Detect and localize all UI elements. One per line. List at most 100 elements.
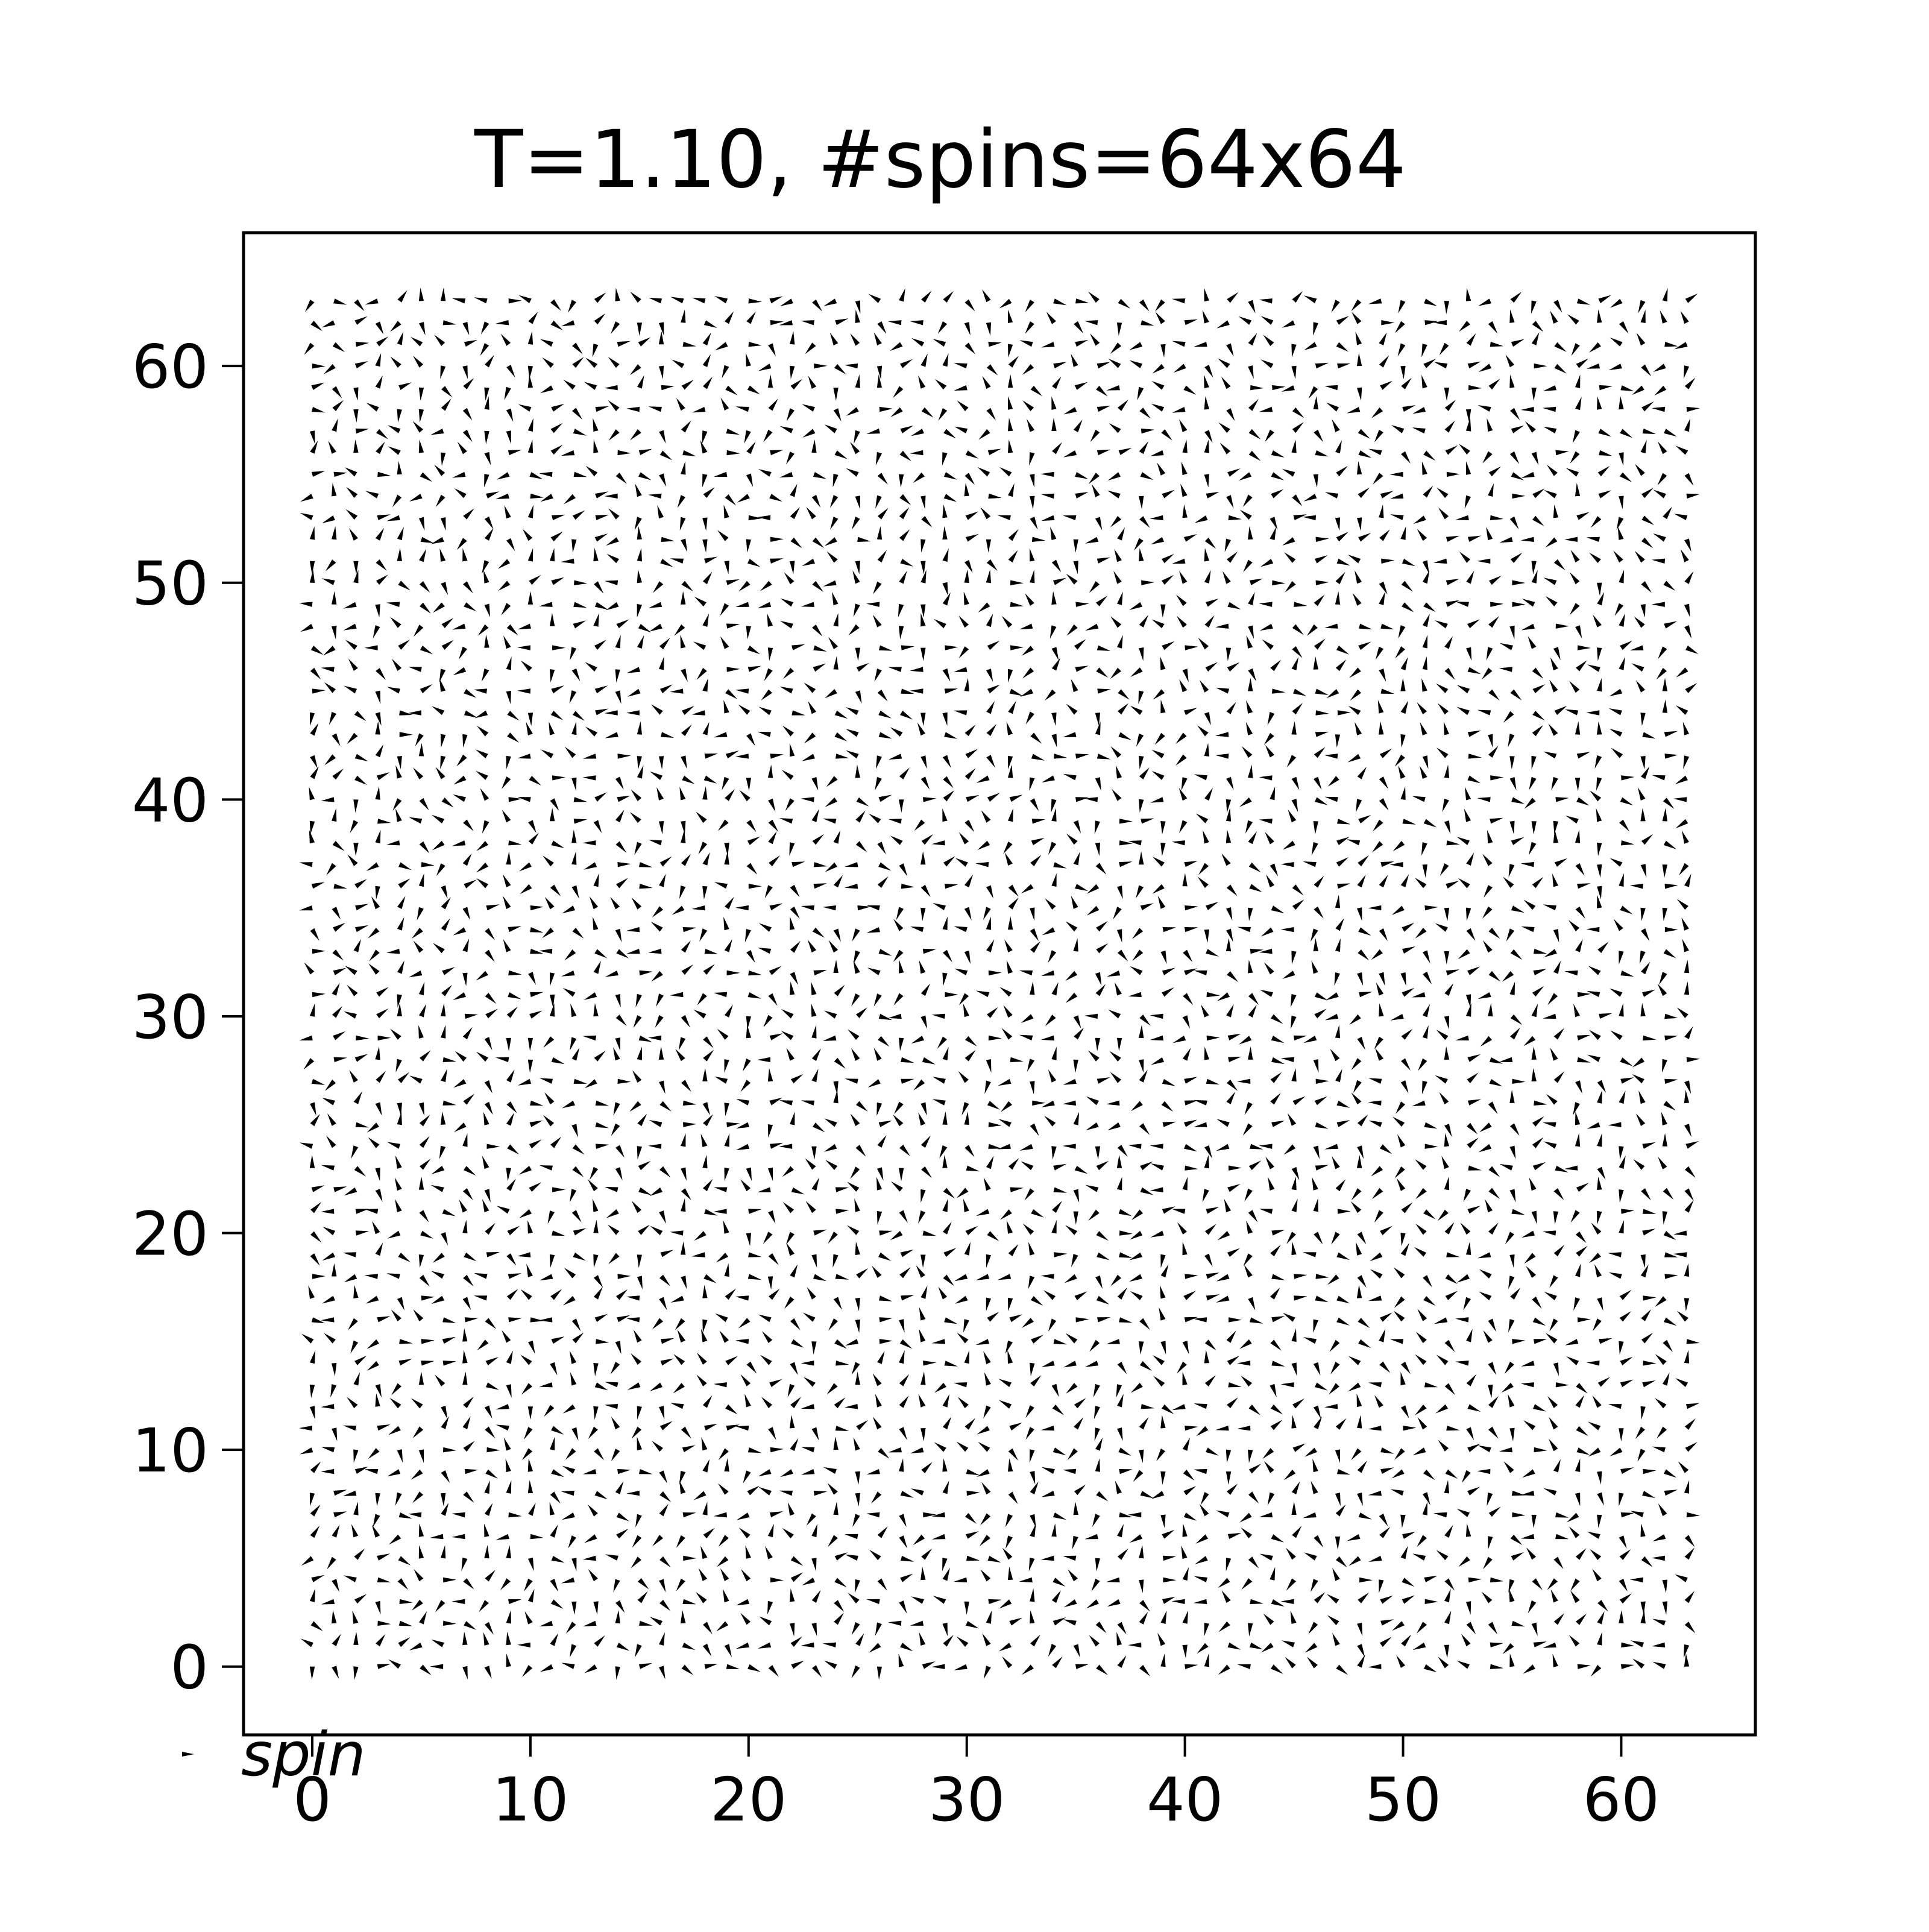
spin-arrow xyxy=(1134,538,1144,551)
spin-arrow xyxy=(1424,1575,1438,1582)
spin-arrow xyxy=(1488,1003,1493,1017)
spin-arrow xyxy=(1194,970,1207,976)
spin-arrow xyxy=(596,1339,609,1344)
spin-arrow xyxy=(1118,703,1128,715)
spin-arrow xyxy=(1260,927,1274,937)
spin-arrow xyxy=(659,1101,672,1112)
spin-arrow xyxy=(354,1355,367,1365)
spin-arrow xyxy=(353,1631,359,1645)
spin-arrow xyxy=(942,1623,948,1637)
spin-arrow xyxy=(1402,558,1415,567)
y-tick-label: 30 xyxy=(132,982,209,1053)
spin-arrow xyxy=(1228,1382,1242,1388)
spin-arrow xyxy=(828,940,839,953)
spin-arrow xyxy=(595,708,609,716)
spin-arrow xyxy=(1183,1291,1196,1300)
spin-arrow xyxy=(1025,593,1034,606)
spin-arrow xyxy=(1117,527,1125,541)
spin-arrow xyxy=(550,884,561,896)
spin-arrow xyxy=(1640,808,1646,822)
spin-arrow xyxy=(702,430,708,444)
y-tick-label: 10 xyxy=(132,1415,209,1486)
spin-arrow xyxy=(1306,624,1318,636)
spin-arrow xyxy=(1664,1013,1678,1019)
spin-arrow xyxy=(1619,321,1629,334)
spin-arrow xyxy=(1073,820,1081,834)
spin-arrow xyxy=(1221,1590,1231,1603)
spin-arrow xyxy=(442,1057,456,1062)
spin-arrow xyxy=(1546,1093,1558,1105)
spin-arrow xyxy=(441,798,454,808)
spin-arrow xyxy=(588,1569,598,1582)
spin-arrow xyxy=(1401,1202,1413,1213)
spin-arrow xyxy=(522,1448,533,1461)
spin-arrow xyxy=(1420,722,1427,735)
spin-arrow xyxy=(944,1361,958,1367)
spin-arrow xyxy=(853,1437,860,1451)
spin-arrow xyxy=(1221,853,1231,866)
spin-arrow xyxy=(1029,1449,1035,1463)
spin-arrow xyxy=(1184,1144,1197,1152)
spin-arrow xyxy=(517,797,531,802)
spin-arrow xyxy=(521,1383,532,1395)
spin-arrow xyxy=(353,1091,362,1104)
spin-arrow xyxy=(395,1059,402,1072)
spin-arrow xyxy=(1088,473,1100,484)
spin-arrow xyxy=(913,1079,925,1090)
spin-arrow xyxy=(1619,1003,1624,1017)
spin-arrow xyxy=(1219,442,1231,455)
spin-arrow xyxy=(920,613,926,627)
spin-arrow xyxy=(1591,1222,1602,1235)
spin-arrow xyxy=(1630,645,1644,650)
spin-arrow xyxy=(1375,1048,1384,1061)
spin-arrow xyxy=(464,1621,477,1630)
spin-arrow xyxy=(1152,1355,1165,1365)
spin-arrow xyxy=(1073,1644,1080,1658)
spin-arrow xyxy=(332,983,340,996)
spin-arrow xyxy=(1218,422,1230,433)
spin-arrow xyxy=(1095,1275,1103,1289)
spin-arrow xyxy=(1357,1654,1365,1668)
spin-arrow xyxy=(1379,505,1384,518)
spin-arrow xyxy=(1324,1144,1338,1150)
spin-arrow xyxy=(1133,1470,1144,1482)
spin-arrow xyxy=(1444,1339,1455,1352)
spin-arrow xyxy=(1139,1024,1144,1039)
spin-arrow xyxy=(1509,451,1520,464)
spin-arrow xyxy=(855,764,860,778)
spin-arrow xyxy=(1140,472,1154,480)
spin-arrow xyxy=(702,613,710,627)
spin-arrow xyxy=(1151,619,1165,629)
spin-arrow xyxy=(418,1371,424,1385)
spin-arrow xyxy=(1480,1036,1492,1047)
spin-arrow xyxy=(627,1382,641,1390)
spin-arrow xyxy=(769,903,783,911)
spin-arrow xyxy=(997,1144,1011,1150)
spin-arrow xyxy=(834,363,846,375)
spin-arrow xyxy=(617,796,631,802)
spin-arrow xyxy=(1025,711,1034,725)
spin-arrow xyxy=(1400,1371,1406,1385)
spin-arrow xyxy=(408,710,421,716)
spin-arrow xyxy=(1619,472,1632,482)
spin-arrow xyxy=(1265,1156,1274,1169)
spin-arrow xyxy=(588,1504,598,1517)
spin-arrow xyxy=(550,1436,555,1450)
spin-arrow xyxy=(921,407,934,418)
spin-arrow xyxy=(761,1397,772,1409)
spin-arrow xyxy=(681,1133,686,1147)
spin-arrow xyxy=(1194,1403,1207,1409)
spin-arrow xyxy=(1655,1296,1667,1307)
spin-arrow xyxy=(703,775,717,784)
spin-arrow xyxy=(738,1528,751,1538)
spin-arrow xyxy=(626,1317,640,1323)
spin-arrow xyxy=(367,1339,379,1349)
spin-arrow xyxy=(1004,852,1013,866)
spin-arrow xyxy=(1512,602,1526,607)
spin-arrow xyxy=(1227,1356,1240,1365)
spin-arrow xyxy=(1511,1620,1525,1627)
spin-arrow xyxy=(1095,1558,1100,1572)
spin-arrow xyxy=(1183,1470,1195,1481)
spin-arrow xyxy=(964,1601,969,1615)
spin-arrow xyxy=(605,1554,618,1561)
